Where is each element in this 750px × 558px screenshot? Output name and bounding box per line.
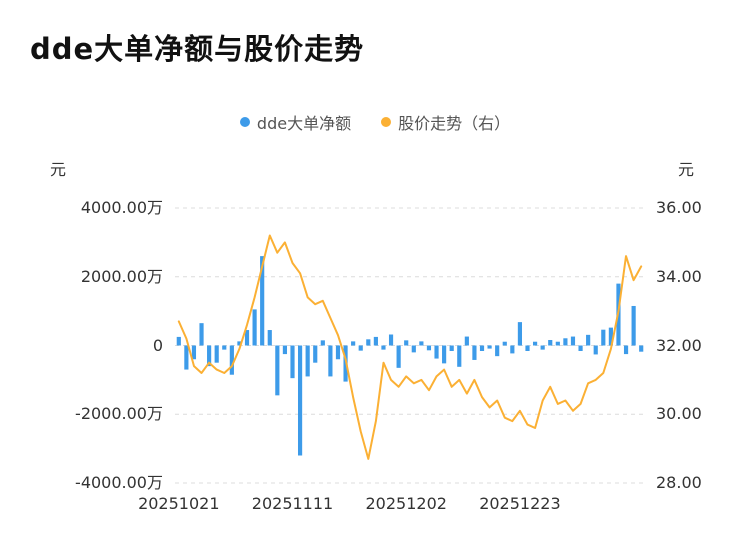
- bar-dde-net: [631, 305, 636, 346]
- bar-dde-net: [434, 345, 439, 359]
- right-axis-tick-label: 34.00: [656, 266, 702, 286]
- bar-dde-net: [184, 345, 189, 370]
- bar-dde-net: [351, 341, 356, 346]
- bar-dde-net: [608, 327, 613, 346]
- bar-dde-net: [396, 345, 401, 368]
- bar-dde-net: [222, 345, 227, 350]
- left-axis-unit: 元: [50, 160, 67, 179]
- bar-dde-net: [540, 345, 545, 350]
- bar-dde-net: [260, 256, 265, 346]
- bar-dde-net: [578, 345, 583, 351]
- bar-dde-net: [267, 330, 272, 346]
- left-axis-tick-label: -2000.00万: [75, 404, 163, 424]
- bar-dde-net: [214, 345, 219, 363]
- bar-dde-net: [373, 336, 378, 346]
- right-axis-unit: 元: [678, 160, 695, 179]
- bar-dde-net: [191, 345, 197, 360]
- bar-dde-net: [229, 345, 234, 375]
- bar-dde-net: [532, 341, 538, 346]
- bar-dde-net: [297, 345, 303, 456]
- chart-title: dde大单净额与股价走势: [30, 32, 365, 66]
- legend: dde大单净额 股价走势（右）: [0, 110, 750, 134]
- bar-dde-net: [275, 345, 280, 396]
- bar-dde-net: [426, 345, 432, 351]
- bar-dde-net: [464, 336, 469, 346]
- bar-dde-net: [404, 340, 409, 346]
- legend-dot-line-icon: [381, 117, 392, 127]
- right-axis-tick-label: 36.00: [656, 198, 702, 217]
- bar-dde-net: [449, 345, 454, 351]
- legend-label-line: 股价走势（右）: [398, 114, 511, 133]
- legend-item-dde-net[interactable]: dde大单净额: [239, 110, 352, 134]
- bar-dde-net: [411, 345, 416, 353]
- bar-dde-net: [555, 341, 560, 346]
- left-axis-tick-label: 2000.00万: [80, 266, 163, 286]
- bar-dde-net: [586, 334, 591, 346]
- bar-dde-net: [388, 334, 394, 346]
- x-axis-tick-label: 20251111: [251, 494, 334, 513]
- bar-dde-net: [623, 345, 629, 355]
- bar-dde-net: [525, 345, 530, 351]
- legend-label-bar: dde大单净额: [256, 114, 352, 133]
- bar-dde-net: [419, 341, 424, 346]
- bar-dde-net: [593, 345, 598, 355]
- bar-dde-net: [207, 345, 212, 367]
- bar-dde-net: [313, 345, 318, 363]
- bar-dde-net: [199, 323, 204, 346]
- bar-dde-net: [457, 345, 462, 367]
- left-axis-tick-label: 0: [152, 335, 163, 355]
- bar-dde-net: [639, 345, 644, 352]
- legend-dot-bar-icon: [239, 117, 250, 127]
- bar-dde-net: [442, 345, 447, 364]
- bar-dde-net: [601, 329, 606, 346]
- bar-dde-net: [328, 345, 333, 377]
- right-axis-tick-label: 28.00: [656, 473, 702, 492]
- bar-dde-net: [335, 345, 341, 360]
- bar-dde-net: [237, 341, 242, 346]
- bar-dde-net: [517, 322, 523, 346]
- bar-dde-net: [358, 345, 363, 351]
- right-axis-tick-label: 32.00: [656, 335, 702, 355]
- bar-dde-net: [176, 336, 181, 346]
- bar-dde-net: [305, 345, 310, 377]
- bar-dde-net: [570, 336, 576, 346]
- x-axis-tick-label: 20251223: [479, 494, 561, 513]
- legend-item-price[interactable]: 股价走势（右）: [381, 110, 510, 134]
- x-axis-tick-label: 20251202: [365, 494, 447, 513]
- bar-dde-net: [502, 341, 507, 346]
- bar-dde-net: [472, 345, 477, 360]
- price-line: [177, 234, 643, 460]
- left-axis-tick-label: 4000.00万: [80, 198, 163, 217]
- bar-dde-net: [510, 345, 515, 354]
- bar-dde-net: [495, 345, 500, 357]
- bar-dde-net: [479, 345, 485, 351]
- bar-dde-net: [563, 338, 568, 346]
- bar-dde-net: [366, 339, 371, 346]
- x-axis-tick-label: 20251021: [138, 494, 220, 513]
- bar-dde-net: [282, 345, 288, 355]
- bar-dde-net: [290, 345, 295, 379]
- right-axis-tick-label: 30.00: [656, 404, 702, 424]
- bar-dde-net: [320, 340, 325, 346]
- bar-dde-net: [252, 309, 257, 346]
- left-axis-tick-label: -4000.00万: [75, 473, 163, 492]
- bar-dde-net: [244, 330, 250, 346]
- bar-dde-net: [487, 345, 492, 349]
- bar-dde-net: [381, 345, 386, 350]
- bar-dde-net: [548, 340, 553, 346]
